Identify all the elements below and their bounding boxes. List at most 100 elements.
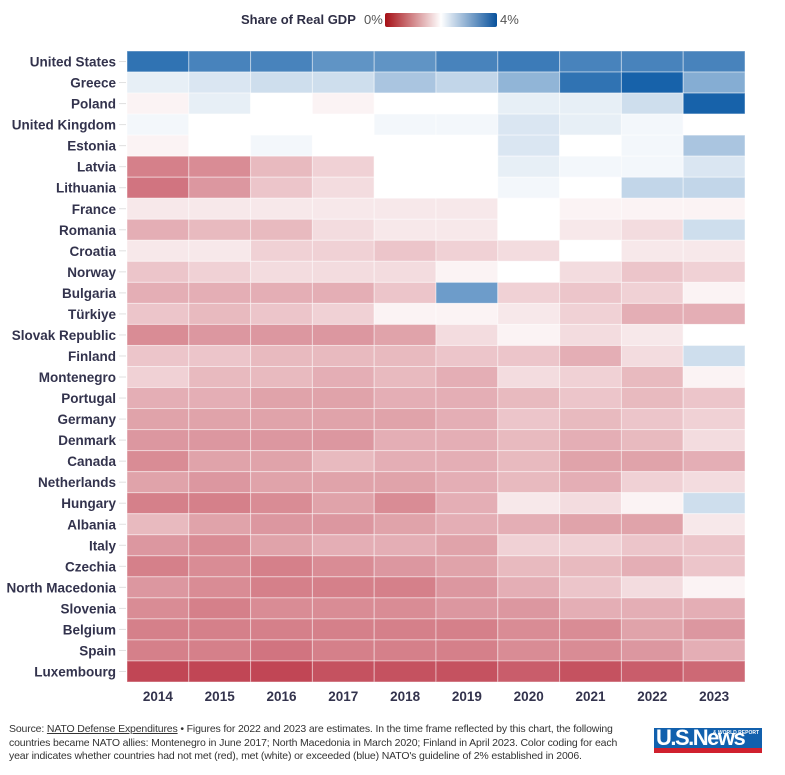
heatmap-cell xyxy=(311,408,375,431)
heatmap-cell xyxy=(311,639,375,662)
heatmap-cell xyxy=(620,597,684,620)
heatmap-cell xyxy=(188,302,252,325)
heatmap-cell xyxy=(188,92,252,115)
heatmap-cell xyxy=(311,260,375,283)
heatmap-cell xyxy=(373,618,437,641)
heatmap-cell xyxy=(188,660,252,683)
heatmap-cell xyxy=(311,618,375,641)
heatmap-cell xyxy=(126,534,190,557)
heatmap-cell xyxy=(620,429,684,452)
heatmap-cell xyxy=(373,155,437,178)
heatmap-cell xyxy=(497,92,561,115)
heatmap-cell xyxy=(373,639,437,662)
heatmap-cell xyxy=(126,492,190,515)
heatmap-cell xyxy=(435,281,499,304)
heatmap-cell xyxy=(311,471,375,494)
heatmap-cell xyxy=(497,239,561,262)
heatmap-cell xyxy=(250,302,313,325)
heatmap-cell xyxy=(188,429,252,452)
heatmap-cell xyxy=(559,239,622,262)
heatmap-cell xyxy=(559,344,622,368)
heatmap-cell xyxy=(311,513,375,536)
country-label: Croatia xyxy=(69,244,116,259)
heatmap-cell xyxy=(188,50,252,73)
heatmap-cell xyxy=(188,155,252,178)
heatmap-cell xyxy=(497,429,561,452)
heatmap-cell xyxy=(559,113,622,136)
heatmap-cell xyxy=(620,92,684,115)
heatmap-cell xyxy=(250,71,313,94)
country-label: Lithuania xyxy=(56,181,116,196)
heatmap-cell xyxy=(682,618,746,641)
heatmap-cell xyxy=(250,197,313,220)
heatmap-cell xyxy=(435,534,499,557)
heatmap-cell xyxy=(435,597,499,620)
country-label: North Macedonia xyxy=(6,580,116,595)
heatmap-cell xyxy=(311,660,375,683)
heatmap-cell xyxy=(373,366,437,389)
country-label: France xyxy=(72,202,117,217)
heatmap-cell xyxy=(188,555,252,578)
country-label: Montenegro xyxy=(39,370,116,385)
heatmap-cell xyxy=(682,555,746,578)
heatmap-cell xyxy=(620,197,684,220)
heatmap-cell xyxy=(250,471,313,494)
country-label: Albania xyxy=(67,517,116,532)
heatmap-cell xyxy=(311,197,375,220)
heatmap-cell xyxy=(250,408,313,431)
heatmap-cell xyxy=(620,408,684,431)
heatmap-cell xyxy=(250,387,313,410)
country-label: Denmark xyxy=(58,433,116,448)
heatmap-cell xyxy=(497,260,561,283)
heatmap-cell xyxy=(559,492,622,515)
country-labels: United States Greece Poland United Kingdom E… xyxy=(6,55,126,679)
heatmap-cell xyxy=(126,408,190,431)
heatmap-cell xyxy=(435,176,499,199)
heatmap-cell xyxy=(126,155,190,178)
heatmap-cell xyxy=(682,513,746,536)
heatmap-cell xyxy=(559,597,622,620)
legend-title: Share of Real GDP xyxy=(241,12,356,27)
heatmap-cell xyxy=(559,639,622,662)
heatmap-cell xyxy=(559,429,622,452)
heatmap-cell xyxy=(620,366,684,389)
heatmap-cell xyxy=(682,260,746,283)
heatmap-cell xyxy=(435,71,499,94)
heatmap-cell xyxy=(435,555,499,578)
heatmap-cell xyxy=(620,176,684,199)
heatmap-cell xyxy=(373,597,437,620)
heatmap-cell xyxy=(373,323,437,346)
color-legend: Share of Real GDP 0% 4% xyxy=(0,11,785,31)
heatmap-cell xyxy=(559,155,622,178)
heatmap-cell xyxy=(126,576,190,599)
heatmap-cell xyxy=(188,597,252,620)
heatmap-cell xyxy=(620,387,684,410)
heatmap-cell xyxy=(682,576,746,599)
heatmap-cell xyxy=(559,576,622,599)
heatmap-cell xyxy=(311,50,375,73)
heatmap-cell xyxy=(373,50,437,73)
heatmap-cell xyxy=(682,450,746,473)
heatmap-cell xyxy=(311,218,375,241)
heatmap-cell xyxy=(682,71,746,94)
heatmap-cell xyxy=(188,534,252,557)
heatmap-cell xyxy=(497,218,561,241)
heatmap-cell xyxy=(620,50,684,73)
usnews-logo[interactable]: U.S.News & WORLD REPORT xyxy=(654,725,762,754)
logo-text: U.S.News xyxy=(656,725,746,750)
heatmap-cell xyxy=(497,155,561,178)
heatmap-cell xyxy=(620,239,684,262)
heatmap-cell xyxy=(559,660,622,683)
heatmap-cell xyxy=(250,176,313,199)
source-link[interactable]: NATO Defense Expenditures xyxy=(46,723,178,735)
heatmap-cell xyxy=(126,239,190,262)
heatmap-cell xyxy=(311,387,375,410)
heatmap-cell xyxy=(311,71,375,94)
country-label: Greece xyxy=(70,76,116,91)
heatmap-cell xyxy=(250,660,313,683)
heatmap-cell xyxy=(682,197,746,220)
heatmap-cell xyxy=(620,260,684,283)
heatmap-cell xyxy=(373,71,437,94)
heatmap-cell xyxy=(126,50,190,73)
heatmap-cell xyxy=(188,323,252,346)
